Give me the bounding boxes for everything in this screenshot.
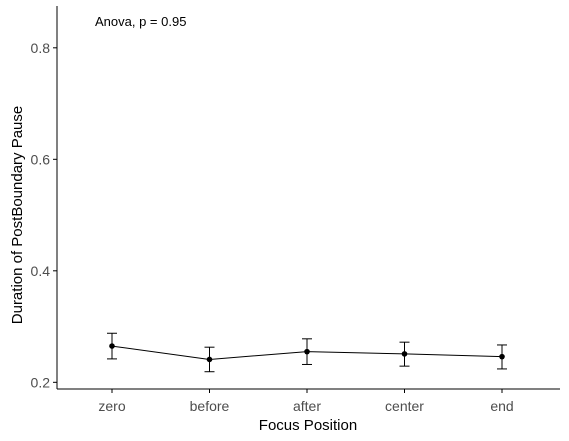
data-point-end [499,353,505,360]
anova-annotation: Anova, p = 0.95 [95,14,186,29]
y-axis-title: Duration of PostBoundary Pause [9,106,26,324]
x-axis-title: Focus Position [259,417,357,434]
y-tick-label: 0.8 [31,40,51,56]
x-tick-label-center: center [385,398,424,414]
series [107,332,507,373]
y-tick-label: 0.4 [31,263,51,279]
data-point-before [206,356,213,363]
axes [56,6,560,390]
y-tick-label: 0.2 [31,374,51,390]
y-ticks: 0.2 0.4 0.6 0.8 [31,40,57,390]
x-tick-label-zero: zero [98,398,125,414]
x-tick-label-end: end [490,398,513,414]
x-ticks: zero before after center end [98,389,514,414]
x-tick-label-after: after [293,398,321,414]
data-point-after [304,348,310,355]
data-point-zero [109,343,115,349]
data-point-center [401,351,408,357]
y-tick-label: 0.6 [31,151,51,167]
x-tick-label-before: before [190,398,230,414]
